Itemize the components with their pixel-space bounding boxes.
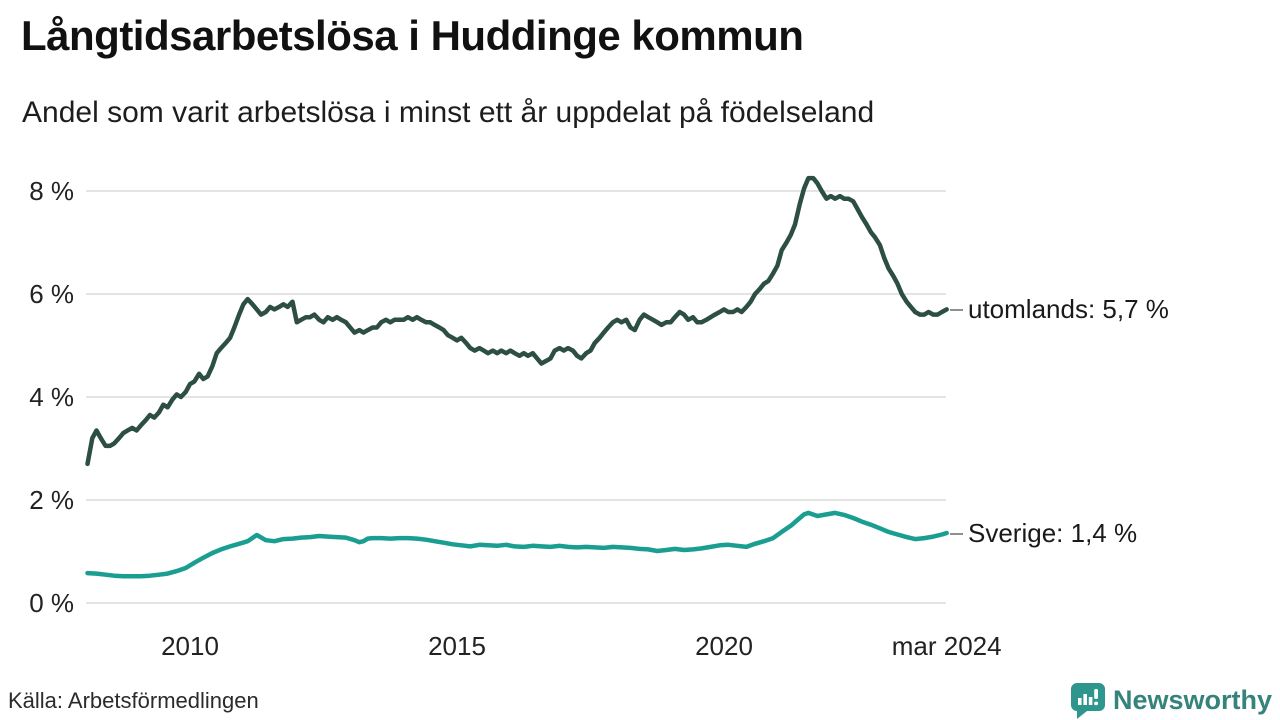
series-line-utomlands — [85, 175, 949, 467]
source-credit: Källa: Arbetsförmedlingen — [8, 688, 259, 713]
annotation-sverige-label: Sverige: 1,4 % — [968, 518, 1138, 548]
annotation-dash-icon — [950, 308, 963, 311]
x-tick-label: mar 2024 — [891, 631, 1002, 661]
annotation-utomlands-label: utomlands: 5,7 % — [968, 294, 1169, 324]
series-line-sverige — [85, 510, 949, 579]
newsworthy-logo-text: Newsworthy — [1112, 685, 1272, 715]
annotation-utomlands: utomlands: 5,7 % — [950, 293, 1169, 325]
newsworthy-logo: Newsworthy — [1070, 682, 1272, 719]
y-tick-label: 2 % — [29, 485, 74, 515]
y-tick-label: 6 % — [29, 279, 74, 309]
x-tick-label: 2015 — [428, 631, 486, 661]
y-tick-label: 8 % — [29, 176, 74, 206]
newsworthy-bubble-chart-icon — [1070, 683, 1105, 719]
x-tick-label: 2010 — [161, 631, 219, 661]
annotation-sverige: Sverige: 1,4 % — [950, 517, 1137, 549]
y-tick-label: 0 % — [29, 588, 74, 618]
x-tick-label: 2020 — [695, 631, 753, 661]
chart-subtitle: Andel som varit arbetslösa i minst ett å… — [22, 96, 875, 129]
chart-title: Långtidsarbetslösa i Huddinge kommun — [21, 12, 804, 59]
y-tick-label: 4 % — [29, 382, 74, 412]
annotation-dash-icon — [950, 532, 963, 535]
